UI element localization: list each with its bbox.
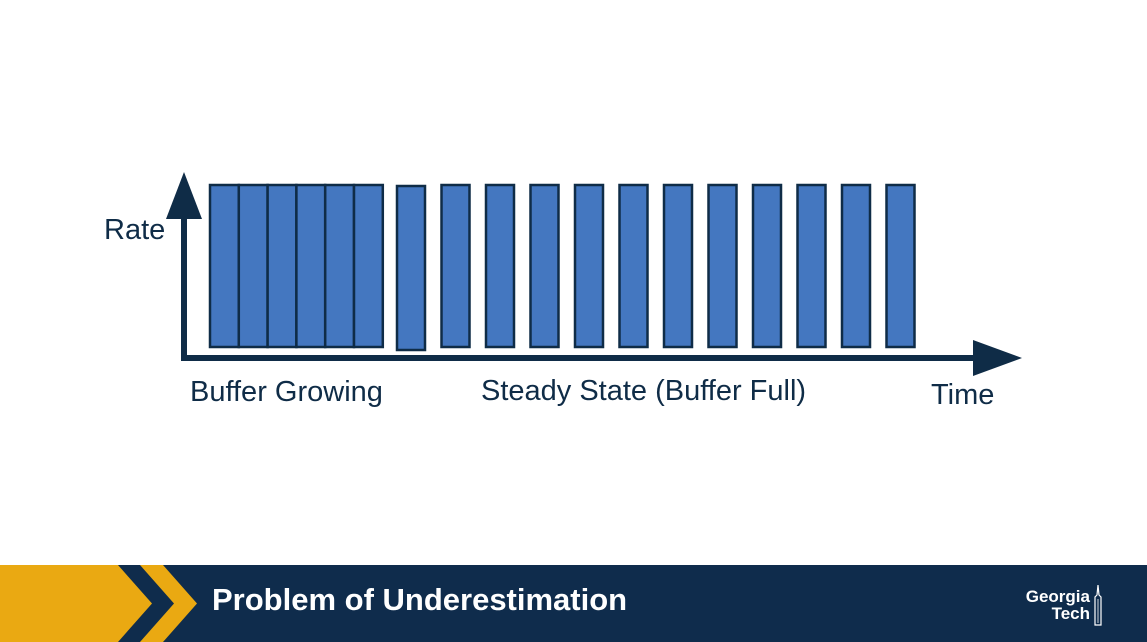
gold-bar [0, 565, 152, 642]
packet-steady-3 [484, 183, 516, 349]
steady-state-label: Steady State (Buffer Full) [481, 375, 807, 407]
georgia-tech-logo: Georgia Tech [1002, 585, 1112, 629]
packet-steady-9 [751, 183, 783, 349]
packets-group [208, 183, 916, 352]
packet-steady-5 [573, 183, 605, 349]
packet-steady-8 [707, 183, 738, 349]
packet-growing-4 [295, 183, 327, 349]
packet-steady-7 [662, 183, 694, 349]
packet-steady-11 [840, 183, 872, 349]
packet-growing-1 [208, 183, 241, 349]
logo-word-georgia: Georgia [1025, 587, 1090, 606]
slide-title: Problem of Underestimation [212, 582, 628, 617]
packet-growing-5 [323, 183, 356, 349]
packet-steady-12 [885, 183, 916, 349]
packet-steady-2 [440, 183, 471, 349]
gold-chevron [140, 565, 197, 642]
footer-chevrons [0, 565, 197, 642]
x-axis-label: Time [931, 379, 995, 411]
footer-band: Problem of Underestimation Georgia Tech [0, 565, 1147, 642]
buffer-growing-label: Buffer Growing [190, 376, 383, 408]
rate-time-diagram [166, 172, 1022, 376]
packet-steady-1 [395, 184, 427, 352]
packet-growing-3 [266, 183, 298, 349]
packet-steady-10 [796, 183, 827, 349]
tech-tower-icon [1094, 585, 1102, 626]
packet-growing-2 [237, 183, 269, 349]
packet-steady-6 [618, 183, 649, 349]
y-axis-arrowhead [166, 172, 202, 219]
x-axis-arrowhead [973, 340, 1022, 376]
axes [166, 172, 1022, 376]
y-axis-label: Rate [104, 214, 166, 246]
packet-growing-6 [352, 183, 385, 349]
packet-steady-4 [529, 183, 560, 349]
logo-word-tech: Tech [1051, 604, 1090, 623]
